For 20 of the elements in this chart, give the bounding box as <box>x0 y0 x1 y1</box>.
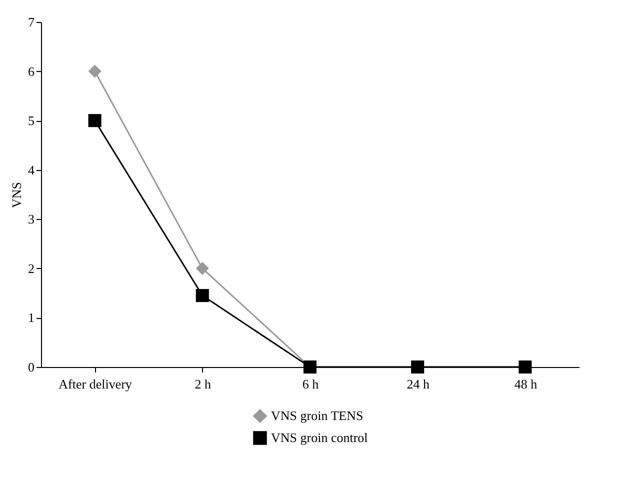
x-tick-label: After delivery <box>58 376 132 392</box>
x-tick-label: 24 h <box>406 376 430 392</box>
y-tick-label: 6 <box>28 64 35 79</box>
y-tick-label: 5 <box>28 113 34 128</box>
legend-label: VNS groin control <box>271 430 368 445</box>
point <box>88 114 102 128</box>
y-tick-label: 1 <box>28 310 34 326</box>
x-tick-label: 6 h <box>302 376 320 392</box>
y-tick-label: 4 <box>28 162 35 178</box>
y-tick-label: 2 <box>28 260 34 276</box>
x-tick-label: 48 h <box>514 376 538 392</box>
legend-label: VNS groin TENS <box>271 408 364 423</box>
y-tick-label: 7 <box>28 14 35 30</box>
y-axis-title: VNS <box>9 182 24 208</box>
y-tick-label: 0 <box>28 360 34 374</box>
point <box>88 64 102 78</box>
y-tick-label: 3 <box>28 212 34 227</box>
point <box>196 289 209 302</box>
x-tick-label: 2 h <box>194 376 212 392</box>
point <box>196 262 209 275</box>
